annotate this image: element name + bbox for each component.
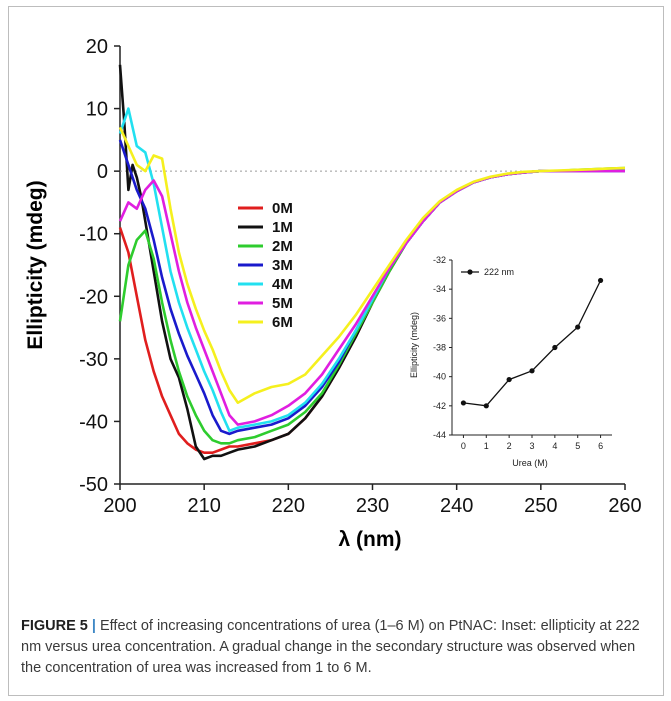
inset-y-tick-label: -38 [433, 343, 446, 353]
inset-y-tick-label: -44 [433, 430, 446, 440]
main-x-axis-label: λ (nm) [339, 528, 402, 551]
main-y-tick-label: -20 [79, 286, 108, 308]
main-y-tick-label: 10 [86, 99, 108, 121]
inset-series-line [463, 280, 602, 407]
main-x-tick-label: 200 [103, 495, 136, 517]
inset-data-point [460, 400, 467, 406]
legend-label-0M: 0M [272, 200, 293, 217]
main-x-tick-label: 220 [272, 495, 305, 517]
series-line-4M [118, 107, 625, 433]
legend-label-1M: 1M [272, 219, 293, 236]
inset-x-tick-label: 5 [575, 441, 580, 451]
caption-text: Effect of increasing concentrations of u… [21, 618, 640, 676]
main-y-tick-label: -30 [79, 349, 108, 371]
inset-y-tick-label: -32 [433, 255, 446, 265]
series-line-5M [118, 169, 625, 426]
inset-x-tick-label: 0 [461, 441, 466, 451]
series-line-1M [118, 64, 625, 461]
inset-data-point [575, 324, 581, 330]
legend-label-5M: 5M [272, 295, 293, 312]
figure-caption: FIGURE 5 | Effect of increasing concentr… [21, 616, 651, 679]
inset-y-tick-label: -34 [433, 284, 446, 294]
legend-label-3M: 3M [272, 257, 293, 274]
caption-separator: | [91, 618, 96, 634]
inset-legend-label: 222 nm [484, 267, 514, 277]
series-line-3M [118, 139, 625, 436]
inset-data-point [529, 368, 535, 374]
main-x-tick-label: 240 [440, 495, 473, 517]
inset-x-tick-label: 3 [529, 441, 534, 451]
figure-label: FIGURE 5 [21, 618, 88, 634]
inset-y-tick-label: -40 [433, 372, 446, 382]
main-x-tick-label: 210 [187, 495, 220, 517]
inset-x-tick-label: 4 [552, 441, 557, 451]
main-y-tick-label: -10 [79, 224, 108, 246]
inset-data-point [483, 403, 489, 409]
inset-x-tick-label: 1 [484, 441, 489, 451]
main-x-tick-label: 230 [356, 495, 389, 517]
main-y-tick-label: 0 [97, 161, 108, 183]
main-y-tick-label: -50 [79, 474, 108, 496]
inset-y-tick-label: -42 [433, 401, 446, 411]
inset-x-tick-label: 6 [598, 441, 603, 451]
inset-y-tick-label: -36 [433, 313, 446, 323]
figure-frame [8, 6, 664, 696]
legend-label-4M: 4M [272, 276, 293, 293]
inset-data-point [506, 376, 512, 383]
series-line-6M [118, 126, 626, 405]
inset-data-point [597, 277, 604, 284]
main-x-tick-label: 250 [524, 495, 557, 517]
inset-legend-marker [467, 269, 473, 275]
inset-y-axis-label: Ellipticity (mdeg) [409, 312, 419, 378]
main-y-tick-label: -40 [79, 411, 108, 433]
legend-label-6M: 6M [272, 314, 293, 331]
legend-label-2M: 2M [272, 238, 293, 255]
main-y-tick-label: 20 [86, 36, 108, 58]
inset-data-point [552, 344, 558, 351]
cd-spectrum-chart: 200 210 220 230 240 250 26020100-10-20-30-40-5… [24, 36, 642, 551]
inset-x-tick-label: 2 [507, 441, 512, 451]
main-y-axis-label: Ellipticity (mdeg) [24, 180, 47, 349]
main-x-tick-label: 260 [608, 495, 641, 517]
inset-x-axis-label: Urea (M) [512, 458, 548, 468]
